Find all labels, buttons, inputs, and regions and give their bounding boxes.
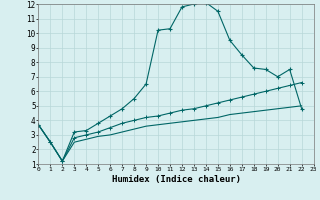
X-axis label: Humidex (Indice chaleur): Humidex (Indice chaleur) xyxy=(111,175,241,184)
